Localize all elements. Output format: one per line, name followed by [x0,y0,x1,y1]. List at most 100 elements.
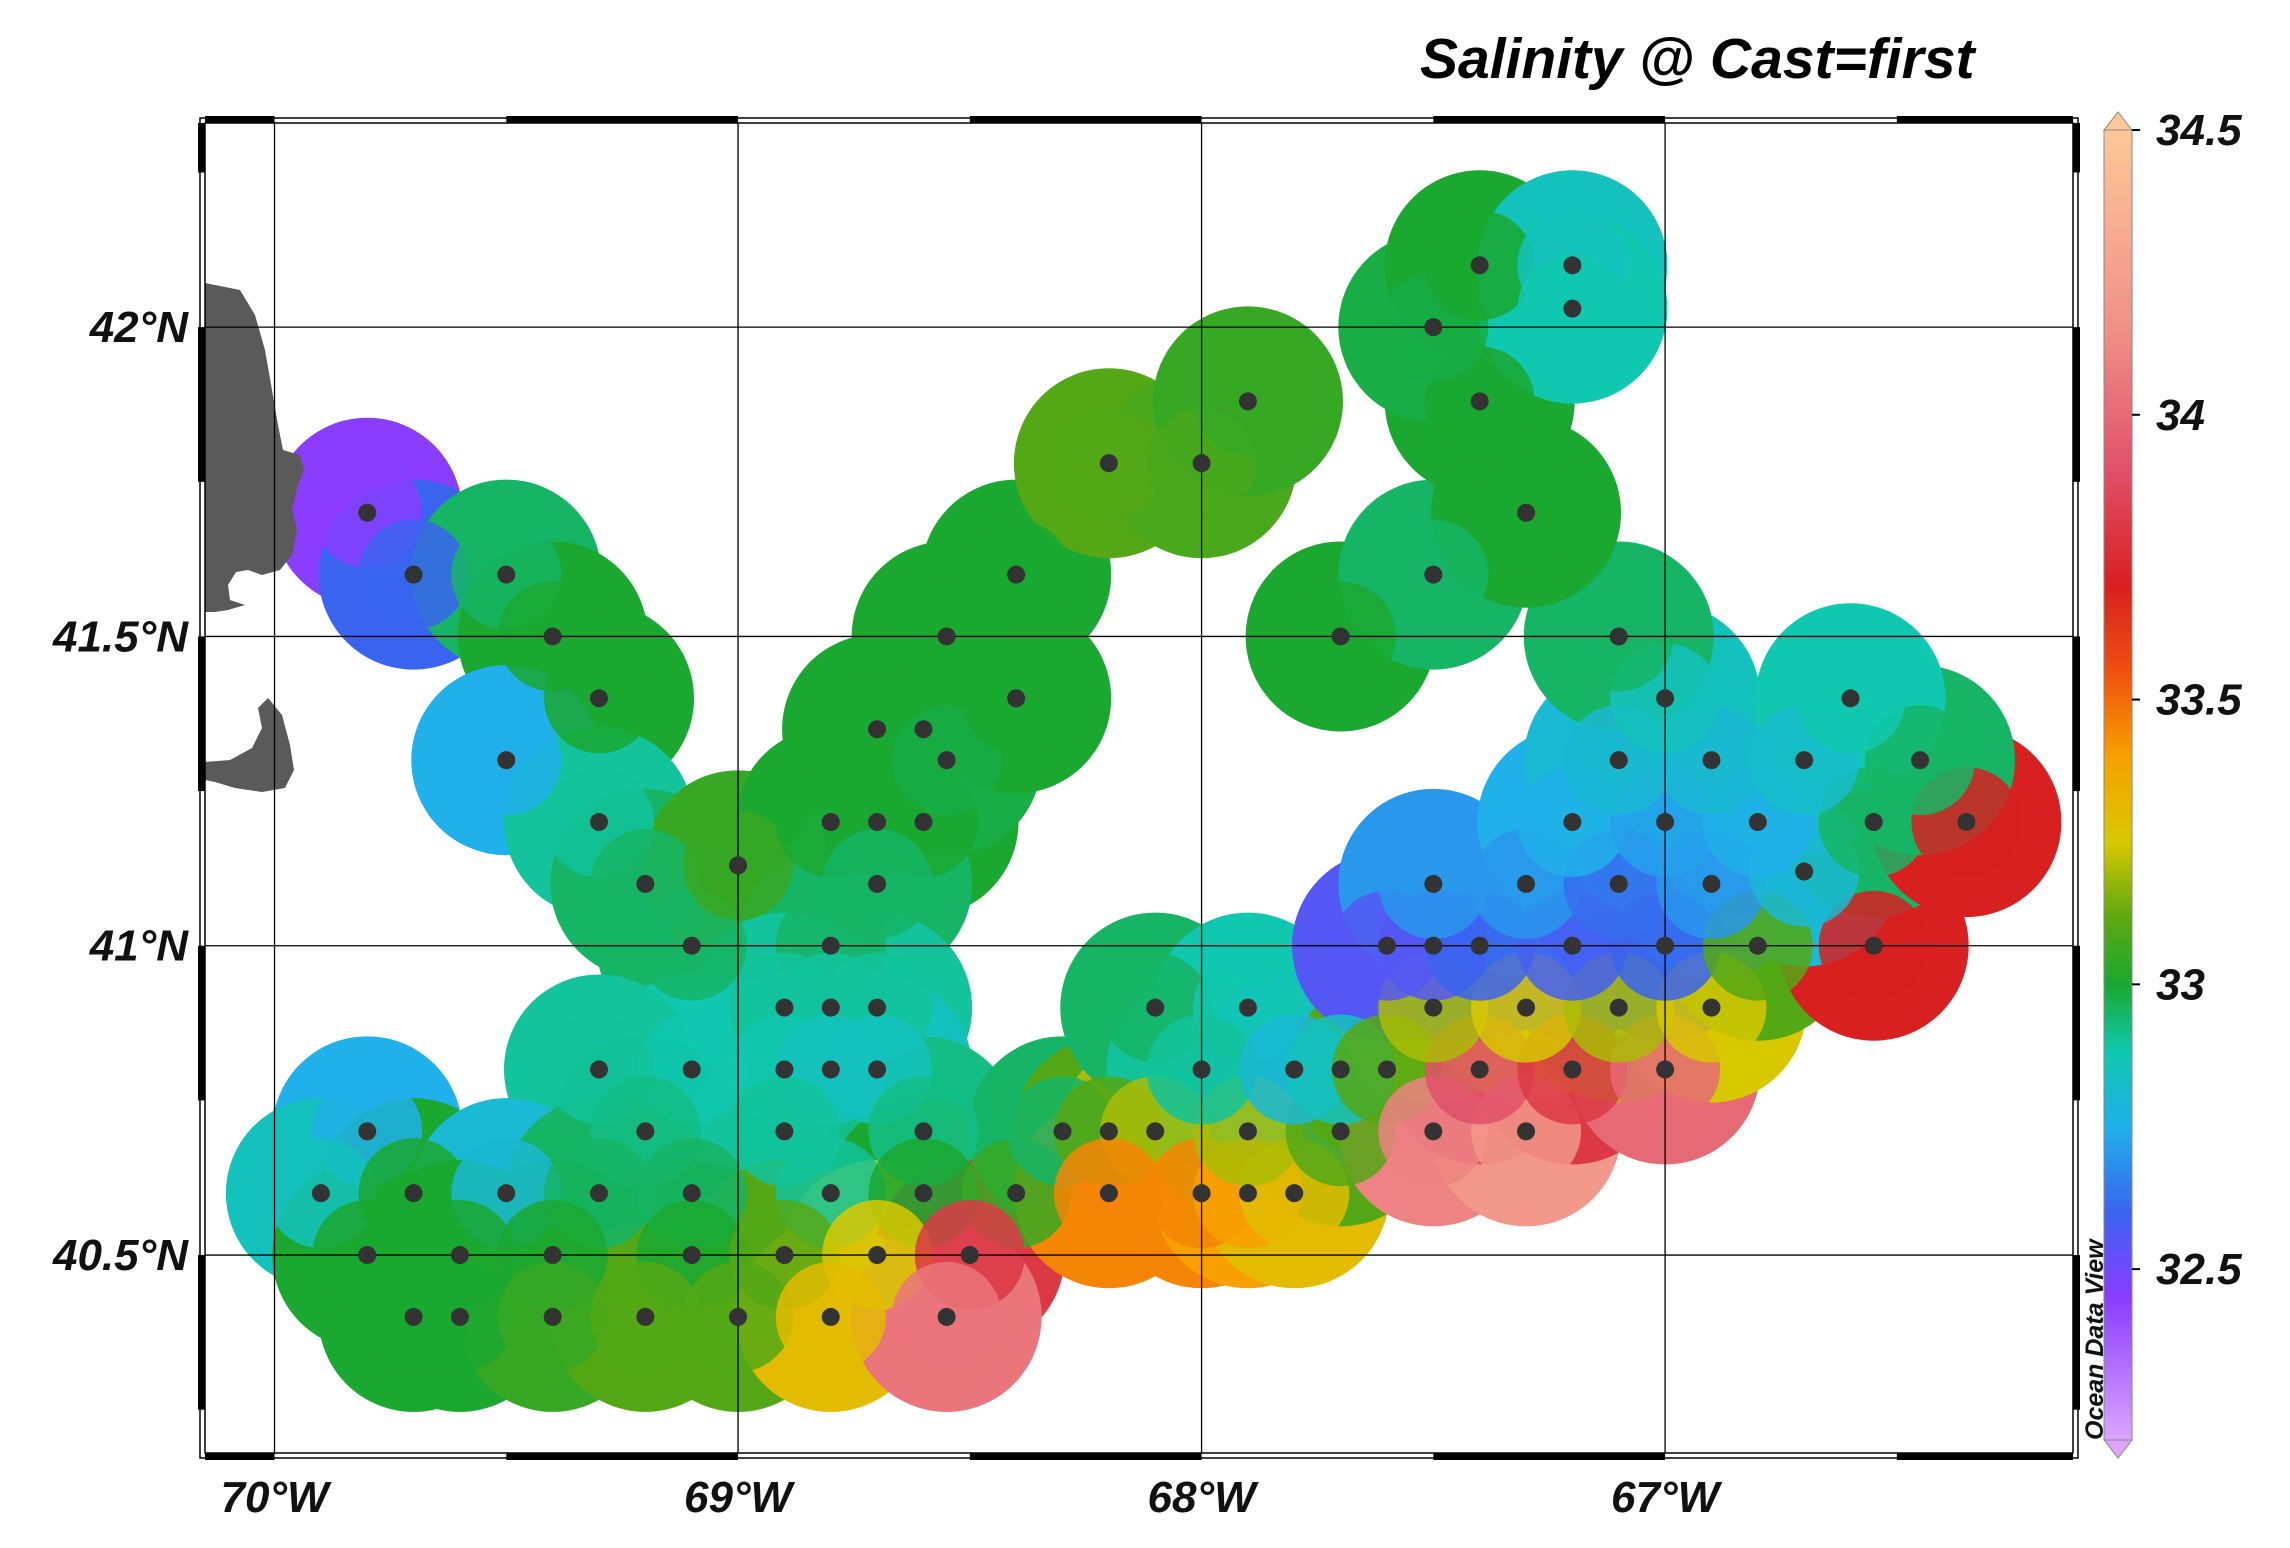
station-point [1007,689,1026,708]
station-point [1331,1122,1350,1141]
station-point [1470,936,1489,955]
station-point [1563,813,1582,832]
station-point [1702,751,1721,770]
station-point [775,1246,794,1265]
station-point [543,1246,562,1265]
frame-tick-right [2073,123,2080,173]
frame-tick-top [506,116,739,123]
station-point [1795,862,1814,881]
frame-tick-left [198,636,205,792]
station-point [937,1307,956,1326]
station-point [1238,998,1257,1017]
station-point [1424,1122,1443,1141]
lat-label: 41°N [89,922,190,971]
station-point [1331,1060,1350,1079]
station-point [1864,936,1883,955]
frame-tick-left [198,327,205,482]
station-point [1424,318,1443,337]
map-title: Salinity @ Cast=first [1420,27,1975,91]
station-point [1424,874,1443,893]
station-point [1864,813,1883,832]
longitude-labels: 70°W 69°W 68°W 67°W [220,1473,1722,1522]
station-point [1470,392,1489,411]
station-point [1702,874,1721,893]
frame-tick-left [198,123,205,173]
station-point [497,751,516,770]
station-point [404,1184,423,1203]
colorbar-top-arrow [2102,111,2134,131]
station-point [914,813,933,832]
station-point [1470,1060,1489,1079]
watermark: Ocean Data View [2081,1238,2109,1440]
station-point [682,1246,701,1265]
station-point [311,1184,330,1203]
station-point [1957,813,1976,832]
station-point [914,1122,933,1141]
frame-tick-top [205,116,275,123]
frame-tick-right [2073,1255,2080,1410]
station-point [543,1307,562,1326]
station-point [1563,1060,1582,1079]
station-point [1609,998,1628,1017]
station-point [1146,1122,1165,1141]
station-point [1424,998,1443,1017]
station-point [1563,299,1582,318]
frame-tick-top [969,116,1202,123]
station-point [1609,751,1628,770]
station-point [589,689,608,708]
station-point [1517,874,1536,893]
station-point [868,720,887,739]
station-point [868,874,887,893]
station-point [1007,1184,1026,1203]
lat-label: 41.5°N [52,612,189,661]
frame-tick-bottom [1433,1453,1666,1460]
lat-label: 42°N [89,303,190,352]
colorbar-tick-label: 33.5 [2156,676,2242,725]
colorbar-tick-label: 32.5 [2156,1245,2242,1294]
station-point [821,936,840,955]
cape-cod-landmass [205,283,304,612]
colorbar-tick-label: 33 [2156,960,2205,1009]
station-point [1911,751,1930,770]
station-point [1285,1184,1304,1203]
graticule [205,123,2073,1453]
station-point [1841,689,1860,708]
station-point [1470,256,1489,275]
station-point [960,1246,979,1265]
station-point [497,1184,516,1203]
station-point [1053,1122,1072,1141]
station-point [450,1246,469,1265]
station-point [682,1060,701,1079]
station-point [1331,627,1350,646]
frame-tick-left [198,1255,205,1410]
station-point [1238,392,1257,411]
station-point [589,1184,608,1203]
station-point [1192,454,1211,473]
station-point [775,998,794,1017]
station-point [821,998,840,1017]
station-point [358,1122,377,1141]
station-point [821,1184,840,1203]
station-point [404,1307,423,1326]
frame-tick-right [2073,636,2080,792]
lon-label: 67°W [1611,1473,1723,1522]
station-point [636,1122,655,1141]
station-point [1748,813,1767,832]
station-point [1748,936,1767,955]
station-point [1424,936,1443,955]
station-point [1656,689,1675,708]
station-point [821,1060,840,1079]
station-point [1517,503,1536,522]
station-point [868,813,887,832]
lon-label: 69°W [684,1473,796,1522]
station-point [1656,813,1675,832]
frame-tick-bottom [969,1453,1202,1460]
station-point [1238,1184,1257,1203]
station-point [914,1184,933,1203]
station-point [1377,1060,1396,1079]
station-point [1099,1122,1118,1141]
station-point [821,1307,840,1326]
station-point [729,1307,748,1326]
station-point [868,1246,887,1265]
station-point [358,1246,377,1265]
